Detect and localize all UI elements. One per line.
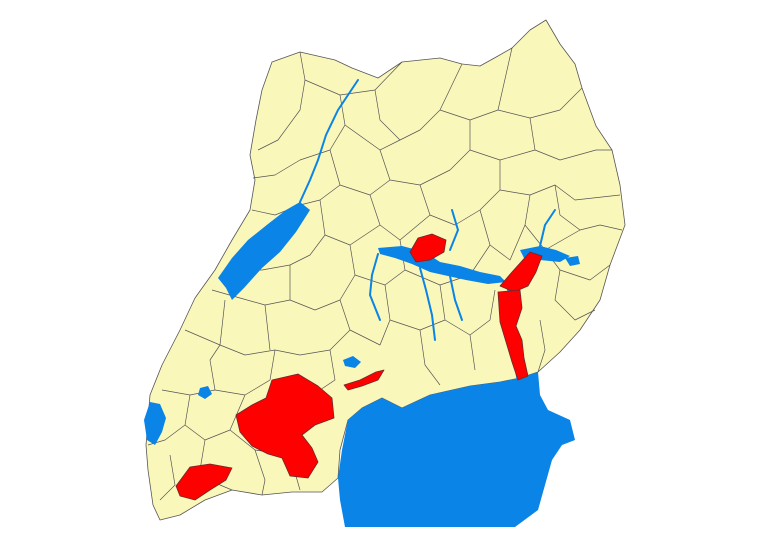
- highlight-central-west-cluster: [235, 373, 335, 479]
- river-tributary-3: [539, 209, 556, 247]
- district-boundaries: [147, 47, 623, 501]
- highlighted-districts: [175, 233, 543, 501]
- lake-albert: [218, 202, 310, 300]
- lake-victoria: [338, 372, 575, 527]
- river-tributary-4: [449, 209, 459, 251]
- lake-george: [198, 386, 212, 399]
- river-tributary-2: [449, 275, 463, 321]
- highlight-eastern-lower-district: [497, 289, 529, 381]
- river-tributary-1: [419, 267, 436, 341]
- lake-edward: [144, 402, 166, 445]
- albert-nile-river: [299, 79, 359, 203]
- lake-wamala: [343, 356, 361, 368]
- lake-kyoga: [378, 246, 506, 284]
- highlight-central-islands: [343, 369, 385, 391]
- kafu-river: [369, 253, 381, 321]
- lake-bisina: [565, 256, 580, 266]
- highlight-lake-kyoga-district: [409, 233, 447, 263]
- highlight-southwest-district: [175, 463, 233, 501]
- highlight-eastern-upper-district: [499, 251, 543, 293]
